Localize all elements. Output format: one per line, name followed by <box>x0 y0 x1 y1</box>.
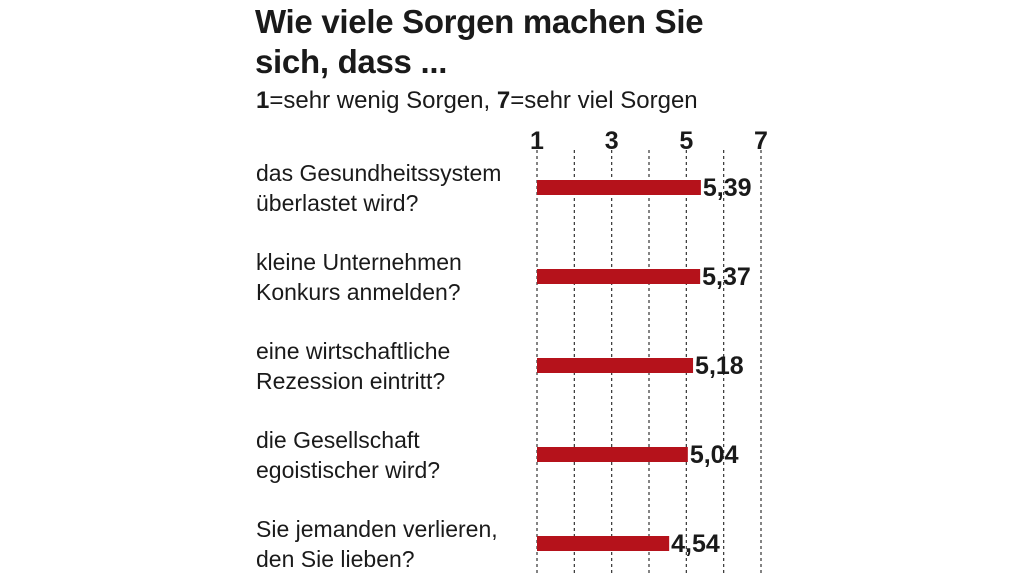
value-label: 4,54 <box>671 530 720 558</box>
category-label-line: eine wirtschaftliche <box>256 338 451 364</box>
category-label-line: kleine Unternehmen <box>256 249 462 275</box>
chart-subtitle: 1=sehr wenig Sorgen, 7=sehr viel Sorgen <box>256 86 698 116</box>
category-label-line: die Gesellschaft <box>256 427 420 453</box>
bar <box>537 269 701 284</box>
bar <box>537 536 670 551</box>
x-tick-label: 5 <box>679 127 693 155</box>
value-label: 5,04 <box>690 441 739 469</box>
category-label-line: Sie jemanden verlieren, <box>256 516 498 542</box>
category-label: Sie jemanden verlieren, den Sie lieben? <box>256 514 546 574</box>
category-label: das Gesundheitssystem überlastet wird? <box>256 158 546 218</box>
bar <box>537 358 694 373</box>
x-tick-label: 7 <box>754 127 768 155</box>
category-label-line: überlastet wird? <box>256 190 419 216</box>
scale-high-text: =sehr viel Sorgen <box>510 87 698 114</box>
category-label-line: Rezession eintritt? <box>256 368 446 394</box>
category-label: eine wirtschaftliche Rezession eintritt? <box>256 336 546 396</box>
value-label: 5,37 <box>702 263 751 291</box>
value-label: 5,18 <box>695 352 744 380</box>
category-label: die Gesellschaft egoistischer wird? <box>256 425 546 485</box>
value-label: 5,39 <box>703 174 752 202</box>
category-label-line: egoistischer wird? <box>256 457 441 483</box>
x-tick-label: 3 <box>605 127 619 155</box>
category-label-line: Konkurs anmelden? <box>256 279 461 305</box>
scale-high-key: 7 <box>496 87 511 114</box>
category-label-line: das Gesundheitssystem <box>256 160 502 186</box>
bar <box>537 180 701 195</box>
x-tick-label: 1 <box>530 127 544 155</box>
bar <box>537 447 688 462</box>
scale-low-text: =sehr wenig Sorgen, <box>269 87 497 114</box>
scale-low-key: 1 <box>256 87 270 114</box>
chart-title: Wie viele Sorgen machen Sie sich, dass .… <box>255 3 704 80</box>
category-label: kleine Unternehmen Konkurs anmelden? <box>256 247 546 307</box>
category-label-line: den Sie lieben? <box>256 546 415 572</box>
